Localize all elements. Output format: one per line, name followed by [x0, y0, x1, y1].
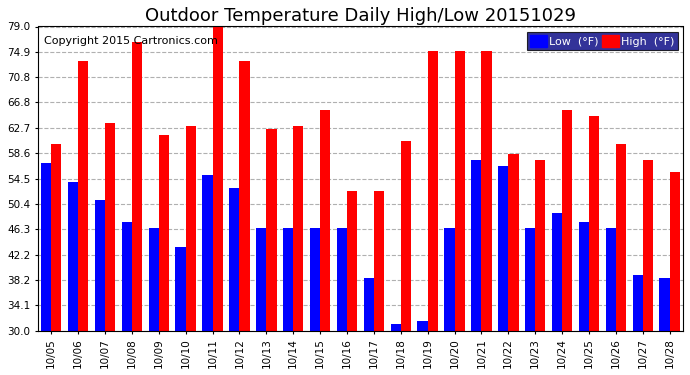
Bar: [535, 160, 545, 330]
Bar: [266, 129, 277, 330]
Bar: [428, 51, 438, 330]
Bar: [95, 200, 105, 330]
Bar: [159, 135, 169, 330]
Bar: [562, 110, 572, 330]
Bar: [202, 176, 213, 330]
Bar: [41, 163, 51, 330]
Bar: [444, 228, 455, 330]
Bar: [589, 117, 599, 330]
Title: Outdoor Temperature Daily High/Low 20151029: Outdoor Temperature Daily High/Low 20151…: [145, 7, 576, 25]
Bar: [78, 61, 88, 330]
Bar: [132, 42, 142, 330]
Bar: [374, 191, 384, 330]
Bar: [616, 144, 626, 330]
Bar: [498, 166, 509, 330]
Bar: [642, 160, 653, 330]
Bar: [229, 188, 239, 330]
Bar: [148, 228, 159, 330]
Bar: [417, 321, 428, 330]
Bar: [256, 228, 266, 330]
Legend: Low  (°F), High  (°F): Low (°F), High (°F): [527, 32, 678, 50]
Bar: [51, 144, 61, 330]
Bar: [525, 228, 535, 330]
Bar: [121, 222, 132, 330]
Bar: [213, 27, 223, 330]
Bar: [364, 278, 374, 330]
Bar: [320, 110, 331, 330]
Bar: [239, 61, 250, 330]
Bar: [105, 123, 115, 330]
Bar: [509, 154, 518, 330]
Bar: [633, 275, 642, 330]
Bar: [283, 228, 293, 330]
Bar: [482, 51, 492, 330]
Bar: [579, 222, 589, 330]
Bar: [471, 160, 482, 330]
Bar: [606, 228, 616, 330]
Bar: [347, 191, 357, 330]
Bar: [401, 141, 411, 330]
Bar: [310, 228, 320, 330]
Bar: [660, 278, 669, 330]
Bar: [293, 126, 304, 330]
Bar: [68, 182, 78, 330]
Bar: [337, 228, 347, 330]
Bar: [186, 126, 196, 330]
Text: Copyright 2015 Cartronics.com: Copyright 2015 Cartronics.com: [44, 36, 218, 46]
Bar: [175, 247, 186, 330]
Bar: [669, 172, 680, 330]
Bar: [455, 51, 465, 330]
Bar: [552, 213, 562, 330]
Bar: [391, 324, 401, 330]
